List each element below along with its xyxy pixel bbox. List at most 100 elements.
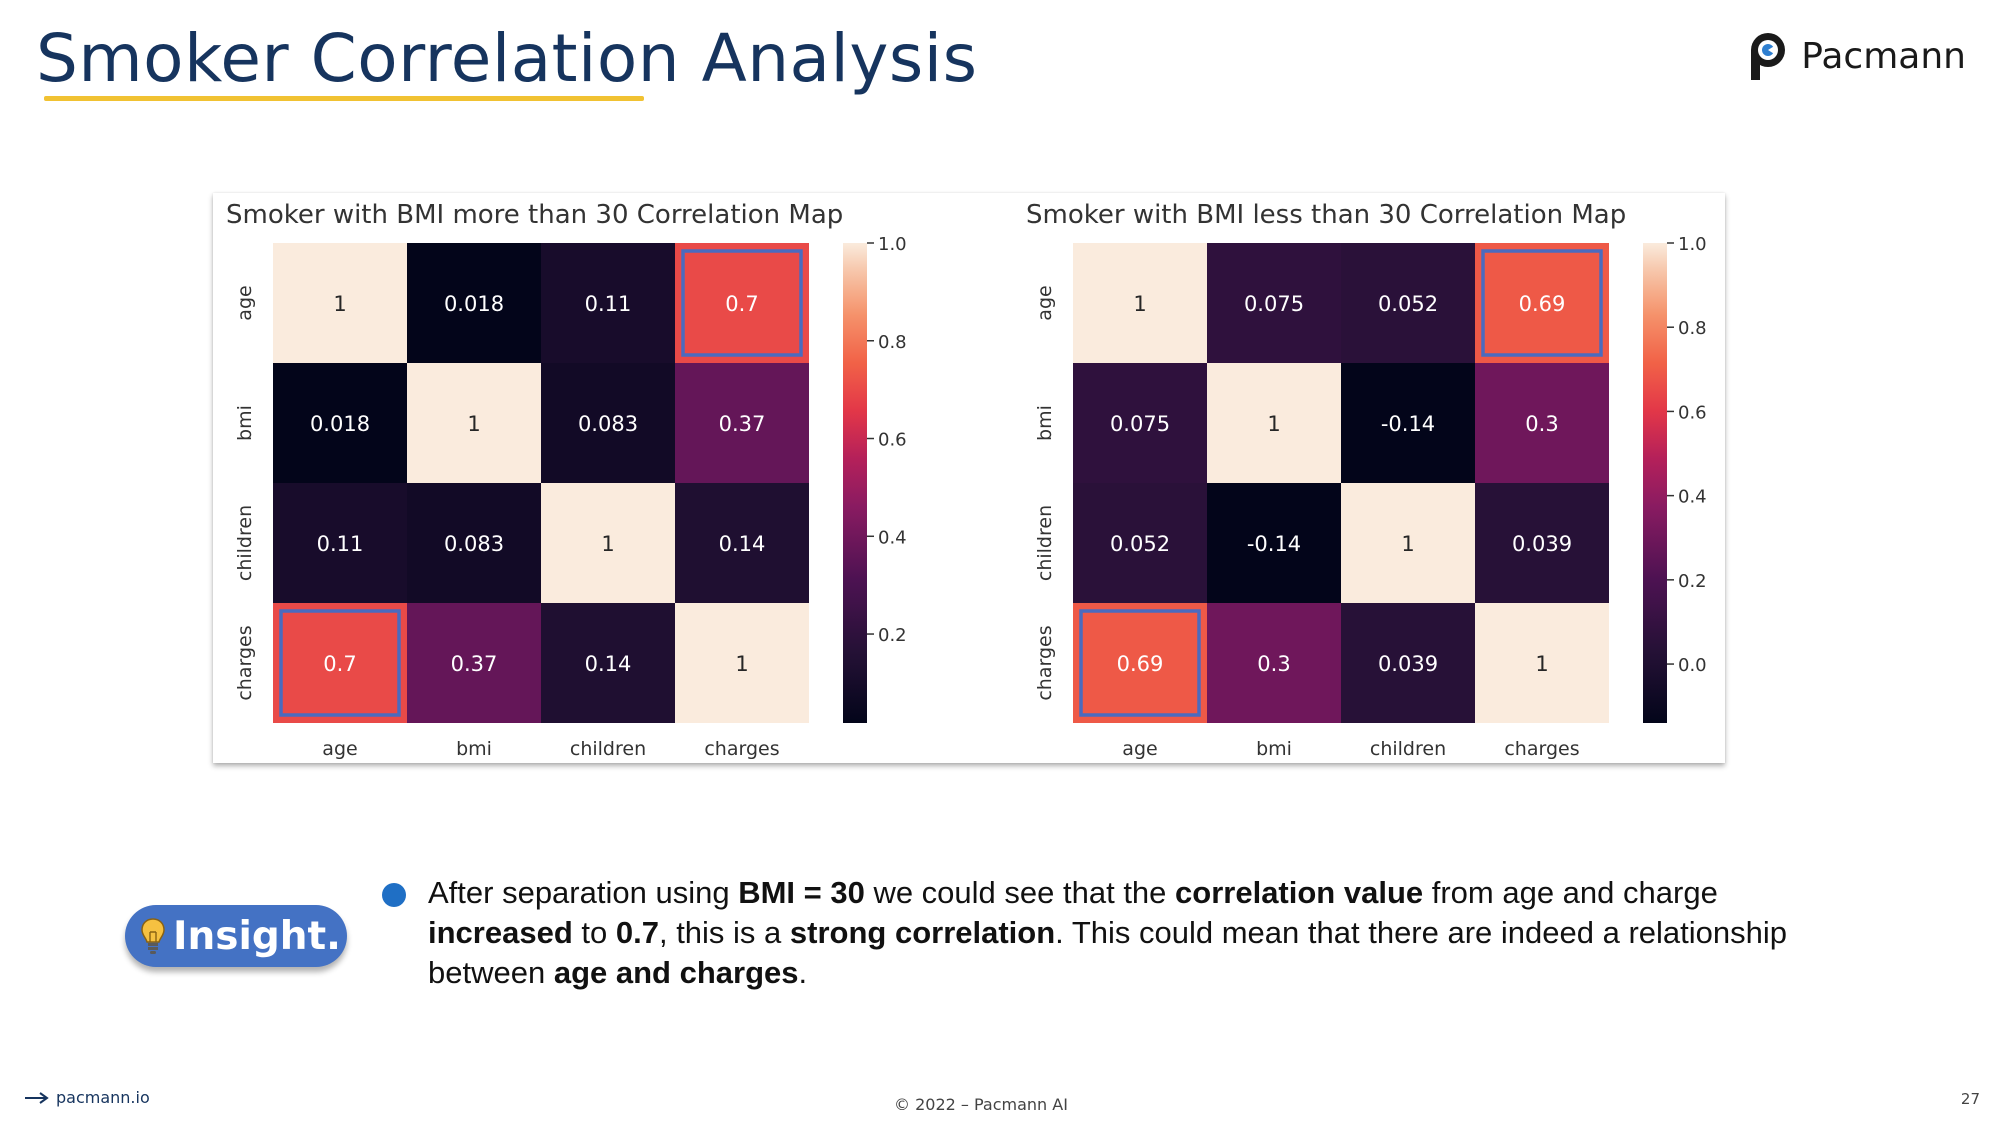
insight-badge: Insight. <box>125 905 347 967</box>
x-tick-label: children <box>1370 738 1446 760</box>
heatmap-cell <box>1341 243 1475 363</box>
heatmap-cell-label: 0.14 <box>585 652 632 676</box>
title-underline <box>44 96 644 101</box>
correlation-heatmaps: Smoker with BMI more than 30 Correlation… <box>226 200 1707 760</box>
heatmap-cell <box>1475 483 1609 603</box>
x-tick-label: children <box>570 738 646 760</box>
heatmap-cell <box>541 483 675 603</box>
heatmap-cell <box>1207 603 1341 723</box>
colorbar-tick-label: 0.2 <box>878 625 907 646</box>
y-tick-label: children <box>234 505 256 581</box>
heatmap-cell-label: 0.3 <box>1257 652 1290 676</box>
colorbar-tick-label: 0.2 <box>1678 571 1707 592</box>
heatmap-cell <box>541 243 675 363</box>
heatmap-cell-label: 0.7 <box>323 652 356 676</box>
colorbar <box>1643 243 1667 723</box>
heatmap-panel: Smoker with BMI more than 30 Correlation… <box>213 193 1725 763</box>
heatmap-cell-label: -0.14 <box>1247 532 1301 556</box>
heatmap-cell <box>1207 483 1341 603</box>
insight-text-segment: . This could mean that there are indeed … <box>428 915 1788 990</box>
y-tick-label: age <box>1034 285 1056 320</box>
heatmap-cell-label: 1 <box>467 412 480 436</box>
highlight-box <box>1481 249 1603 357</box>
bullet-icon <box>382 883 406 907</box>
heatmap-cell-label: 1 <box>735 652 748 676</box>
colorbar-tick-label: 0.0 <box>1678 655 1707 676</box>
heatmap-cell <box>675 483 809 603</box>
heatmap-cell-label: 1 <box>1267 412 1280 436</box>
heatmap-cell <box>1207 363 1341 483</box>
chart-title: Smoker with BMI less than 30 Correlation… <box>1026 200 1626 230</box>
insight-text-segment: to <box>572 915 616 950</box>
heatmap-cell <box>1073 483 1207 603</box>
heatmap-cell-label: 1 <box>601 532 614 556</box>
heatmap-cell <box>675 603 809 723</box>
insight-text-segment: increased <box>428 915 573 950</box>
y-tick-label: charges <box>1034 625 1056 700</box>
insight-text-segment: After separation using <box>428 875 739 910</box>
footer-link[interactable]: pacmann.io <box>24 1088 150 1107</box>
heatmap-cell <box>407 603 541 723</box>
y-tick-label: bmi <box>234 405 256 441</box>
heatmap-cell <box>1341 483 1475 603</box>
y-tick-label: bmi <box>1034 405 1056 441</box>
pacmann-logo-icon <box>1751 33 1786 80</box>
heatmap-cell-label: 0.3 <box>1525 412 1558 436</box>
heatmap-cell-label: 0.14 <box>719 532 766 556</box>
y-tick-label: children <box>1034 505 1056 581</box>
heatmap-cell <box>1207 243 1341 363</box>
y-tick-label: age <box>234 285 256 320</box>
heatmap-cell-label: 0.039 <box>1378 652 1438 676</box>
x-tick-label: charges <box>704 738 779 760</box>
heatmap-cell-label: 0.039 <box>1512 532 1572 556</box>
heatmap-cell-label: 0.11 <box>585 292 632 316</box>
heatmap-cell <box>675 363 809 483</box>
insight-text-segment: , this is a <box>658 915 790 950</box>
arrow-right-icon <box>25 1091 49 1104</box>
heatmap-cell <box>1341 363 1475 483</box>
heatmap-cell <box>273 483 407 603</box>
colorbar-tick-label: 0.6 <box>1678 402 1707 423</box>
x-tick-label: charges <box>1504 738 1579 760</box>
x-tick-label: bmi <box>1256 738 1292 760</box>
colorbar <box>843 243 867 723</box>
x-tick-label: age <box>1122 738 1157 760</box>
x-tick-label: age <box>322 738 357 760</box>
heatmap-cell <box>407 363 541 483</box>
page-number: 27 <box>1960 1090 1980 1108</box>
chart-title: Smoker with BMI more than 30 Correlation… <box>226 200 843 230</box>
highlight-box <box>279 609 401 717</box>
heatmap-cell-label: 1 <box>333 292 346 316</box>
heatmap-cell-label: 1 <box>1401 532 1414 556</box>
heatmap-cell <box>1073 363 1207 483</box>
insight-text-segment: BMI = 30 <box>738 875 865 910</box>
colorbar-tick-label: 0.8 <box>878 332 907 353</box>
insight-label: Insight. <box>173 913 341 959</box>
heatmap-cell <box>273 603 407 723</box>
heatmap-cell <box>1073 243 1207 363</box>
heatmap-cell-label: 0.7 <box>725 292 758 316</box>
colorbar-tick-label: 0.4 <box>878 527 907 548</box>
heatmap-cell-label: 0.083 <box>578 412 638 436</box>
highlight-box <box>681 249 803 357</box>
y-tick-label: charges <box>234 625 256 700</box>
lightbulb-icon <box>141 918 165 954</box>
insight-text-segment: from age and charge <box>1423 875 1718 910</box>
insight-text-segment: correlation value <box>1175 875 1424 910</box>
page-title: Smoker Correlation Analysis <box>36 20 978 97</box>
heatmap-cell <box>541 363 675 483</box>
x-tick-label: bmi <box>456 738 492 760</box>
insight-text-segment: we could see that the <box>864 875 1176 910</box>
heatmap-cell-label: 0.075 <box>1244 292 1304 316</box>
heatmap-cell-label: 0.37 <box>451 652 498 676</box>
heatmap-cell-label: 1 <box>1535 652 1548 676</box>
heatmap-cell <box>1475 603 1609 723</box>
colorbar-tick-label: 1.0 <box>878 234 907 255</box>
heatmap-cell <box>1341 603 1475 723</box>
footer-url[interactable]: pacmann.io <box>56 1088 150 1107</box>
heatmap-cell <box>407 243 541 363</box>
heatmap-cell-label: 0.69 <box>1519 292 1566 316</box>
insight-text-segment: 0.7 <box>615 915 659 950</box>
insight-text-segment: age and charges <box>553 955 799 990</box>
colorbar-tick-label: 1.0 <box>1678 234 1707 255</box>
